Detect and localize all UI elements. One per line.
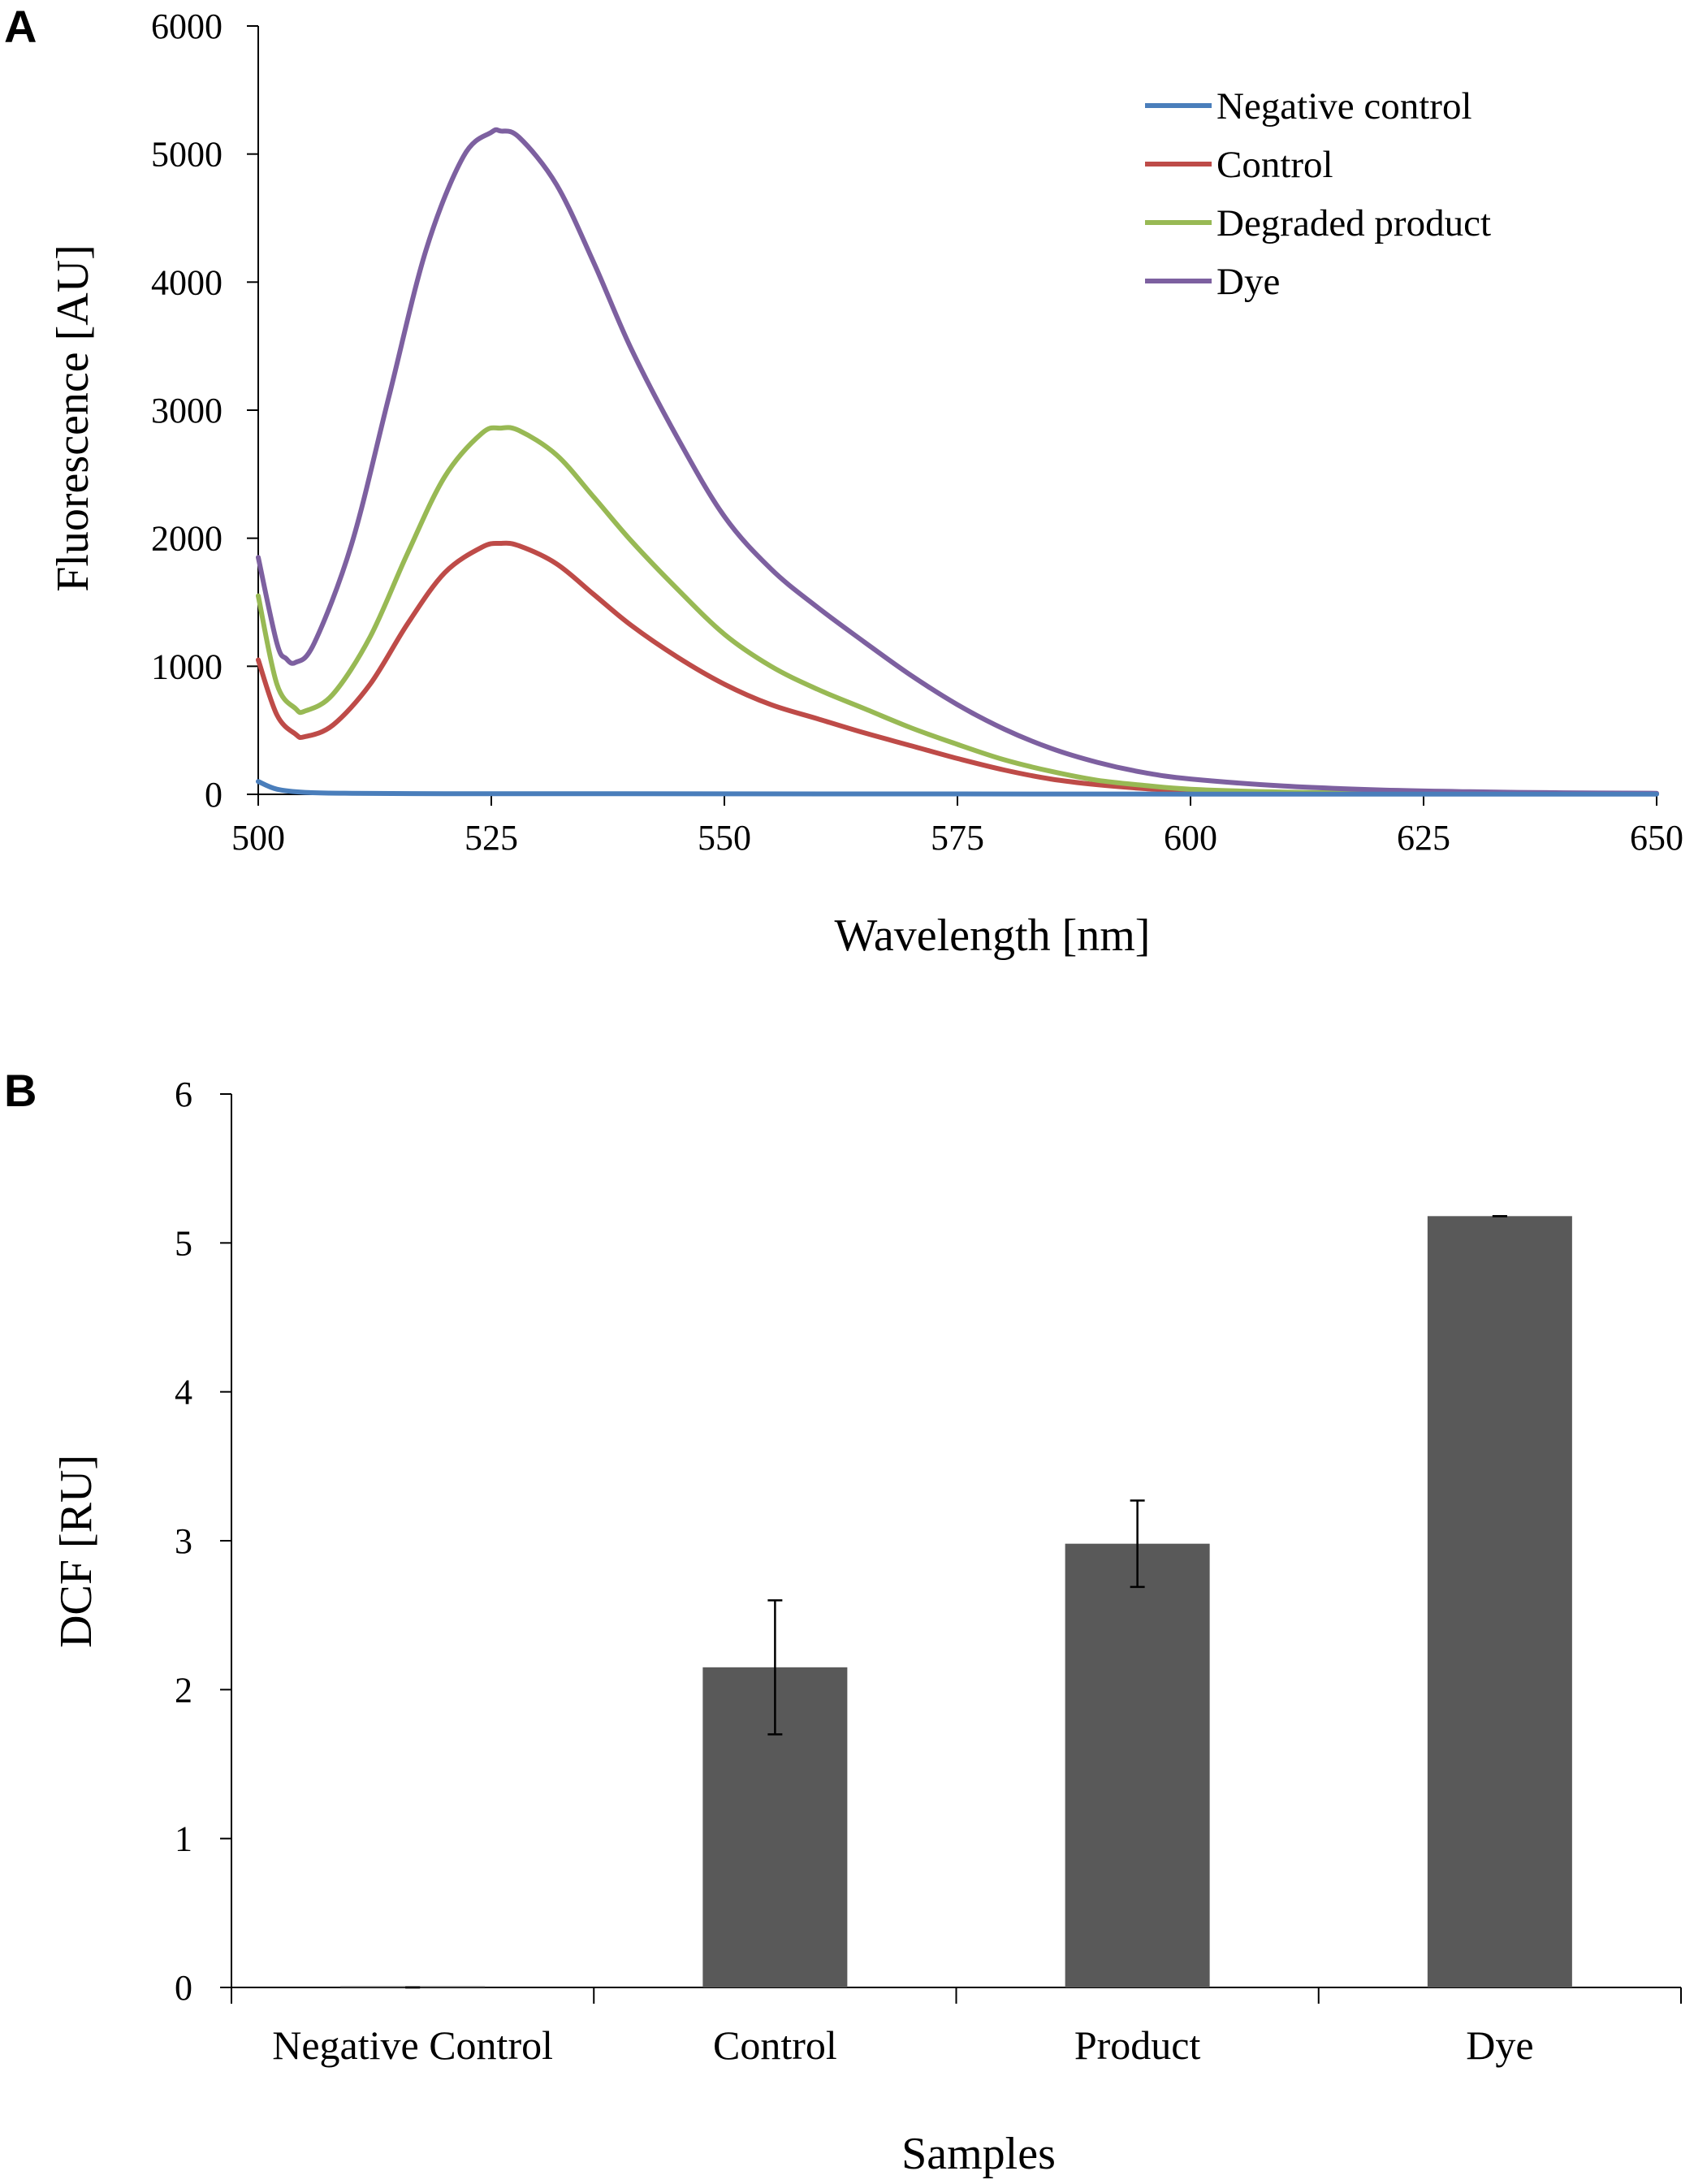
panel-a-x-tick-label: 550 xyxy=(698,818,751,858)
panel-a-legend: Negative control Control Degraded product D… xyxy=(1145,85,1491,303)
panel-b-y-tick-label: 2 xyxy=(175,1670,192,1710)
series-line-degraded-product xyxy=(256,425,1659,797)
legend-label-negative-control: Negative control xyxy=(1216,85,1472,128)
panel-b-category-label: Product xyxy=(1074,2022,1201,2068)
panel-b-axes: 0 1 2 3 4 5 6 Negative Control Control Product Dye xyxy=(175,1075,1682,2068)
panel-b-y-tick-label: 0 xyxy=(175,1968,192,2008)
panel-a-y-tick-label: 1000 xyxy=(151,647,223,686)
legend-label-degraded-product: Degraded product xyxy=(1216,202,1491,244)
panel-a-line-chart: A 0 1000 2000 3000 4000 5000 6000 500 525 550 575 6… xyxy=(4,1,1683,961)
bar-product xyxy=(1065,1543,1210,1987)
panel-a-axes: 0 1000 2000 3000 4000 5000 6000 500 525 550 575 600… xyxy=(151,6,1683,858)
series-line-negative-control xyxy=(256,779,1659,797)
panel-b-y-tick-label: 1 xyxy=(175,1819,192,1859)
panel-a-x-tick-label: 650 xyxy=(1630,818,1683,858)
panel-b-y-tick-label: 3 xyxy=(175,1521,192,1561)
panel-a-y-tick-label: 6000 xyxy=(151,6,223,46)
panel-b-label: B xyxy=(4,1065,37,1116)
panel-b-y-tick-label: 4 xyxy=(175,1373,192,1412)
panel-a-x-tick-label: 500 xyxy=(231,818,285,858)
panel-a-x-tick-label: 525 xyxy=(465,818,518,858)
panel-a-x-axis-title: Wavelength [nm] xyxy=(835,910,1151,961)
panel-b-category-label: Control xyxy=(713,2022,837,2068)
panel-b-y-tick-label: 6 xyxy=(175,1075,192,1114)
panel-a-y-tick-label: 2000 xyxy=(151,519,223,559)
legend-label-dye: Dye xyxy=(1216,261,1280,303)
panel-a-x-tick-label: 600 xyxy=(1164,818,1217,858)
panel-a-y-tick-label: 3000 xyxy=(151,391,223,430)
legend-label-control: Control xyxy=(1216,144,1333,186)
panel-a-y-axis-title: Fluorescence [AU] xyxy=(48,244,98,592)
panel-a-label: A xyxy=(4,1,37,52)
panel-a-x-tick-label: 575 xyxy=(931,818,984,858)
panel-a-y-tick-label: 0 xyxy=(205,775,223,815)
panel-a-x-tick-label: 625 xyxy=(1397,818,1450,858)
panel-a-series-lines xyxy=(256,127,1659,797)
panel-b-bar-chart: B 0 1 2 3 4 5 6 Negative Control Control Product D… xyxy=(4,1065,1682,2179)
panel-b-y-axis-title: DCF [RU] xyxy=(51,1455,102,1648)
panel-b-category-label: Dye xyxy=(1466,2022,1533,2068)
panel-b-y-tick-label: 5 xyxy=(175,1223,192,1263)
series-line-control xyxy=(256,540,1659,797)
panel-a-y-tick-label: 5000 xyxy=(151,135,223,175)
bar-dye xyxy=(1427,1216,1572,1987)
panel-b-bars xyxy=(340,1215,1572,1989)
panel-b-category-label: Negative Control xyxy=(272,2022,553,2068)
panel-b-x-axis-title: Samples xyxy=(901,2129,1056,2179)
panel-a-y-tick-label: 4000 xyxy=(151,262,223,302)
series-line-dye xyxy=(256,127,1659,796)
